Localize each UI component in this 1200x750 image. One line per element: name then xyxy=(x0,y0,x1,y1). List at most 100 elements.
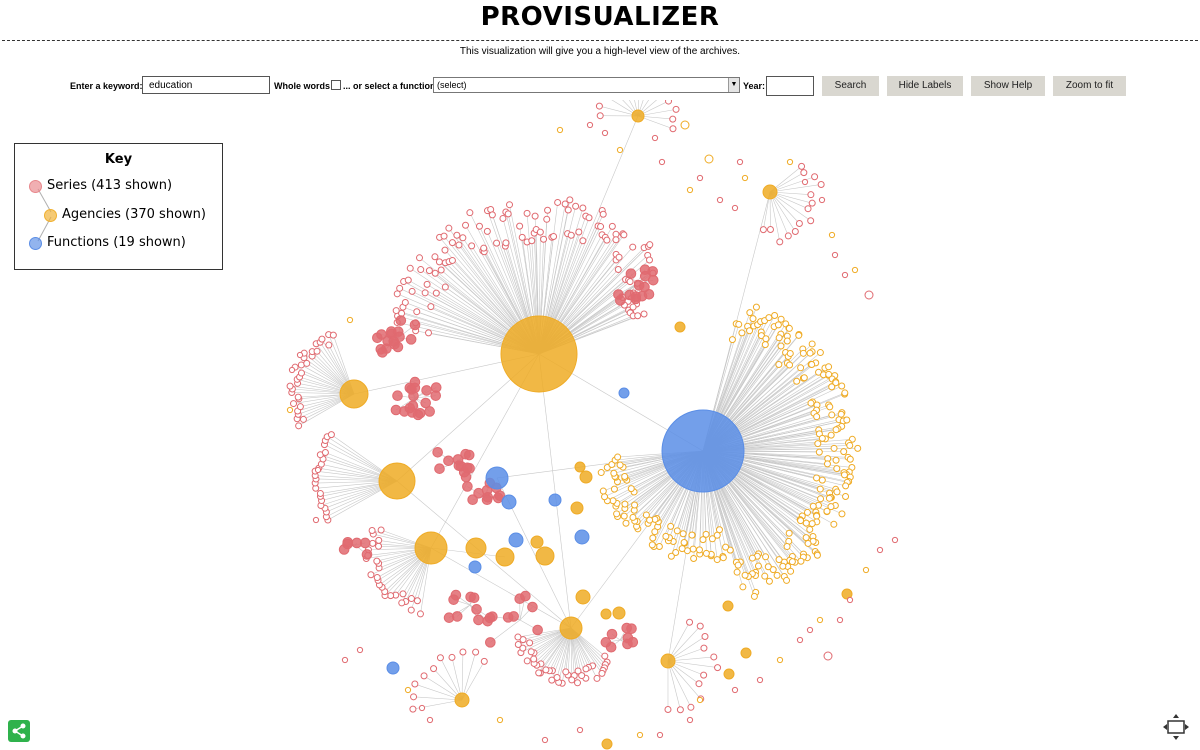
series-node[interactable] xyxy=(656,731,664,739)
series-node[interactable] xyxy=(321,449,329,457)
agency-node[interactable] xyxy=(773,571,781,579)
series-node[interactable] xyxy=(299,415,307,423)
series-node[interactable] xyxy=(426,716,434,724)
series-node[interactable] xyxy=(480,657,488,665)
series-node[interactable] xyxy=(482,492,494,503)
agency-node[interactable] xyxy=(649,534,657,542)
agency-node[interactable] xyxy=(741,174,749,182)
agency-hub-node[interactable] xyxy=(631,109,645,123)
agency-node[interactable] xyxy=(686,186,694,194)
agency-node[interactable] xyxy=(813,474,821,482)
agency-node[interactable] xyxy=(651,528,659,536)
series-node[interactable] xyxy=(316,490,324,498)
agency-node[interactable] xyxy=(832,456,840,464)
series-node[interactable] xyxy=(375,536,383,544)
agency-node[interactable] xyxy=(846,441,854,449)
series-node[interactable] xyxy=(621,622,633,634)
hide-labels-button[interactable]: Hide Labels xyxy=(887,76,963,96)
series-node[interactable] xyxy=(586,121,594,129)
series-node[interactable] xyxy=(864,290,874,300)
agency-node[interactable] xyxy=(610,469,618,477)
agency-node[interactable] xyxy=(600,608,612,620)
series-node[interactable] xyxy=(651,134,659,142)
agency-node[interactable] xyxy=(786,349,794,357)
agency-hub-node[interactable] xyxy=(454,692,470,708)
agency-node[interactable] xyxy=(809,502,817,510)
series-node[interactable] xyxy=(325,341,333,349)
series-node[interactable] xyxy=(795,219,803,227)
function-node[interactable] xyxy=(618,387,630,399)
series-node[interactable] xyxy=(784,232,792,240)
agency-node[interactable] xyxy=(762,553,770,561)
series-node[interactable] xyxy=(473,487,484,499)
series-node[interactable] xyxy=(700,671,708,679)
agency-node[interactable] xyxy=(783,576,791,584)
agency-node[interactable] xyxy=(806,525,814,533)
series-node[interactable] xyxy=(407,606,415,614)
function-node[interactable] xyxy=(508,532,524,548)
agency-node[interactable] xyxy=(616,461,624,469)
agency-node[interactable] xyxy=(678,545,686,553)
series-node[interactable] xyxy=(542,666,550,674)
series-node[interactable] xyxy=(806,626,814,634)
series-node[interactable] xyxy=(568,676,576,684)
series-node[interactable] xyxy=(567,231,575,239)
agency-node[interactable] xyxy=(825,363,833,371)
agency-node[interactable] xyxy=(838,510,846,518)
series-node[interactable] xyxy=(647,266,658,277)
series-node[interactable] xyxy=(579,204,587,212)
series-node[interactable] xyxy=(314,466,322,474)
agency-node[interactable] xyxy=(800,374,808,382)
agency-node[interactable] xyxy=(752,303,760,311)
series-node[interactable] xyxy=(700,644,708,652)
series-node[interactable] xyxy=(361,549,373,560)
series-node[interactable] xyxy=(808,199,816,207)
series-node[interactable] xyxy=(574,679,582,687)
agency-node[interactable] xyxy=(816,616,824,624)
series-node[interactable] xyxy=(599,210,607,218)
series-node[interactable] xyxy=(294,393,302,401)
agency-node[interactable] xyxy=(802,534,810,542)
zoom-to-fit-button[interactable]: Zoom to fit xyxy=(1053,76,1126,96)
series-node[interactable] xyxy=(548,676,556,684)
series-node[interactable] xyxy=(401,298,409,306)
agency-node[interactable] xyxy=(404,686,412,694)
agency-node[interactable] xyxy=(808,361,816,369)
agency-node[interactable] xyxy=(610,485,618,493)
series-node[interactable] xyxy=(620,231,628,239)
series-node[interactable] xyxy=(574,667,582,675)
agency-node[interactable] xyxy=(833,488,841,496)
series-node[interactable] xyxy=(669,115,677,123)
series-node[interactable] xyxy=(731,204,739,212)
series-node[interactable] xyxy=(421,385,432,396)
agency-hub-node[interactable] xyxy=(414,531,448,565)
series-node[interactable] xyxy=(375,542,383,550)
series-node[interactable] xyxy=(434,463,445,474)
series-node[interactable] xyxy=(483,227,491,235)
series-node[interactable] xyxy=(459,234,467,242)
series-node[interactable] xyxy=(615,253,623,261)
series-node[interactable] xyxy=(420,397,431,409)
series-node[interactable] xyxy=(430,382,442,393)
series-node[interactable] xyxy=(441,283,449,291)
series-node[interactable] xyxy=(413,597,421,605)
series-node[interactable] xyxy=(664,706,672,714)
agency-node[interactable] xyxy=(746,327,754,335)
agency-node[interactable] xyxy=(793,377,801,385)
agency-node[interactable] xyxy=(346,316,354,324)
series-node[interactable] xyxy=(595,102,603,110)
agency-node[interactable] xyxy=(746,309,754,317)
agency-node[interactable] xyxy=(286,406,294,414)
series-node[interactable] xyxy=(471,604,482,615)
agency-node[interactable] xyxy=(601,493,609,501)
series-node[interactable] xyxy=(387,592,395,600)
series-node[interactable] xyxy=(543,215,551,223)
function-select[interactable]: (select) ▼ xyxy=(433,77,740,93)
series-node[interactable] xyxy=(891,536,899,544)
agency-node[interactable] xyxy=(775,556,783,564)
agency-node[interactable] xyxy=(748,554,756,562)
agency-node[interactable] xyxy=(774,321,782,329)
agency-node[interactable] xyxy=(813,551,821,559)
agency-node[interactable] xyxy=(673,527,681,535)
series-node[interactable] xyxy=(466,209,474,217)
